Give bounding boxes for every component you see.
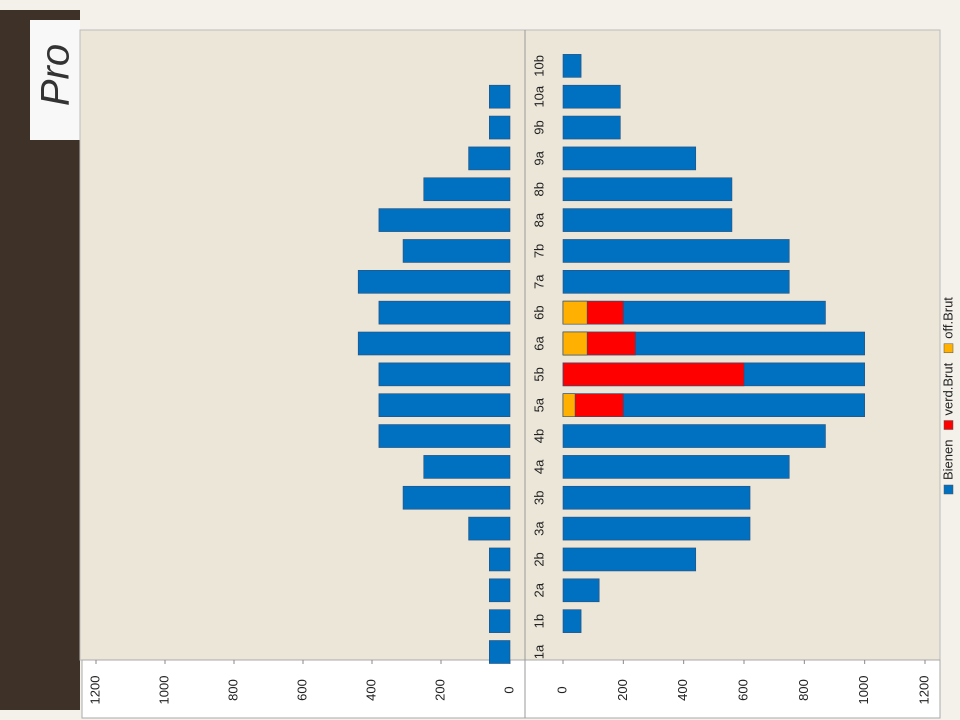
bar (562, 331, 588, 356)
x-tick-label: 400 (363, 679, 378, 701)
x-tick-label: 0 (501, 686, 516, 693)
legend-label: verd.Brut (940, 362, 955, 415)
bar (562, 208, 733, 232)
bar (402, 239, 511, 263)
bar (488, 609, 511, 633)
photo-text: Pro (34, 44, 78, 106)
legend-swatch (943, 420, 954, 430)
bar (562, 269, 790, 294)
bar (488, 578, 511, 603)
x-tick-label: 400 (675, 679, 690, 701)
bar (378, 362, 511, 387)
legend-label: Bienen (940, 440, 955, 480)
x-tick-label: 1000 (856, 676, 871, 705)
bar (562, 84, 621, 109)
bar (562, 115, 621, 140)
category-label: 9b (531, 120, 546, 134)
bar (378, 393, 511, 418)
bar (562, 300, 588, 325)
bar (562, 547, 697, 572)
bar (562, 485, 751, 510)
bar (562, 578, 600, 603)
category-label: 5b (531, 367, 546, 381)
x-tick-label: 1200 (916, 676, 931, 705)
photo-sign (30, 20, 80, 140)
x-tick-label: 1000 (156, 676, 171, 705)
legend-swatch (943, 343, 954, 354)
left-axis-area (81, 659, 526, 719)
x-tick-label: 200 (615, 679, 630, 701)
bar (562, 609, 582, 633)
category-label: 7a (531, 274, 546, 289)
x-tick-label: 800 (225, 679, 240, 701)
category-label: 4b (531, 429, 546, 443)
category-label: 3a (531, 521, 546, 536)
category-label: 3b (531, 491, 546, 505)
category-label: 6b (531, 305, 546, 319)
bar (468, 146, 511, 171)
bar (357, 269, 511, 294)
x-tick-label: 800 (796, 679, 811, 701)
x-tick-label: 0 (554, 686, 569, 693)
x-tick-label: 600 (294, 679, 309, 701)
category-label: 9a (531, 150, 546, 165)
bar (488, 640, 511, 664)
bar (562, 177, 733, 202)
category-label: 4a (531, 459, 546, 474)
bar (562, 146, 697, 171)
legend-swatch (943, 484, 954, 495)
bar (468, 516, 511, 541)
x-tick-label: 1200 (87, 676, 102, 705)
bar (423, 455, 511, 479)
bar (562, 239, 790, 263)
bar (562, 424, 826, 448)
bar (562, 54, 582, 78)
category-label: 10a (531, 85, 546, 107)
x-tick-label: 200 (432, 679, 447, 701)
bar (562, 516, 751, 541)
category-label: 7b (531, 244, 546, 258)
bar (423, 177, 511, 202)
bar (378, 300, 511, 325)
bar (562, 455, 790, 479)
bar (357, 331, 511, 356)
category-label: 2b (531, 552, 546, 566)
bar (378, 208, 511, 232)
category-label: 5a (531, 397, 546, 412)
legend-label: off.Brut (940, 297, 955, 339)
category-label: 8b (531, 182, 546, 196)
category-label: 10b (531, 55, 546, 77)
bar (562, 393, 576, 418)
category-label: 8a (531, 212, 546, 227)
category-label: 2a (531, 582, 546, 597)
right-axis-area (524, 659, 941, 719)
bar (488, 84, 511, 109)
x-tick-label: 600 (735, 679, 750, 701)
bar (488, 115, 511, 140)
bar (488, 547, 511, 572)
plot: 1200 1000 800 600 400 200 0 0 200 400 600 800 1000 12… (87, 54, 955, 704)
bar (378, 424, 511, 448)
category-label: 1a (531, 644, 546, 659)
bar (402, 485, 511, 510)
bar (562, 362, 745, 387)
category-label: 1b (531, 614, 546, 628)
category-label: 6a (531, 336, 546, 351)
